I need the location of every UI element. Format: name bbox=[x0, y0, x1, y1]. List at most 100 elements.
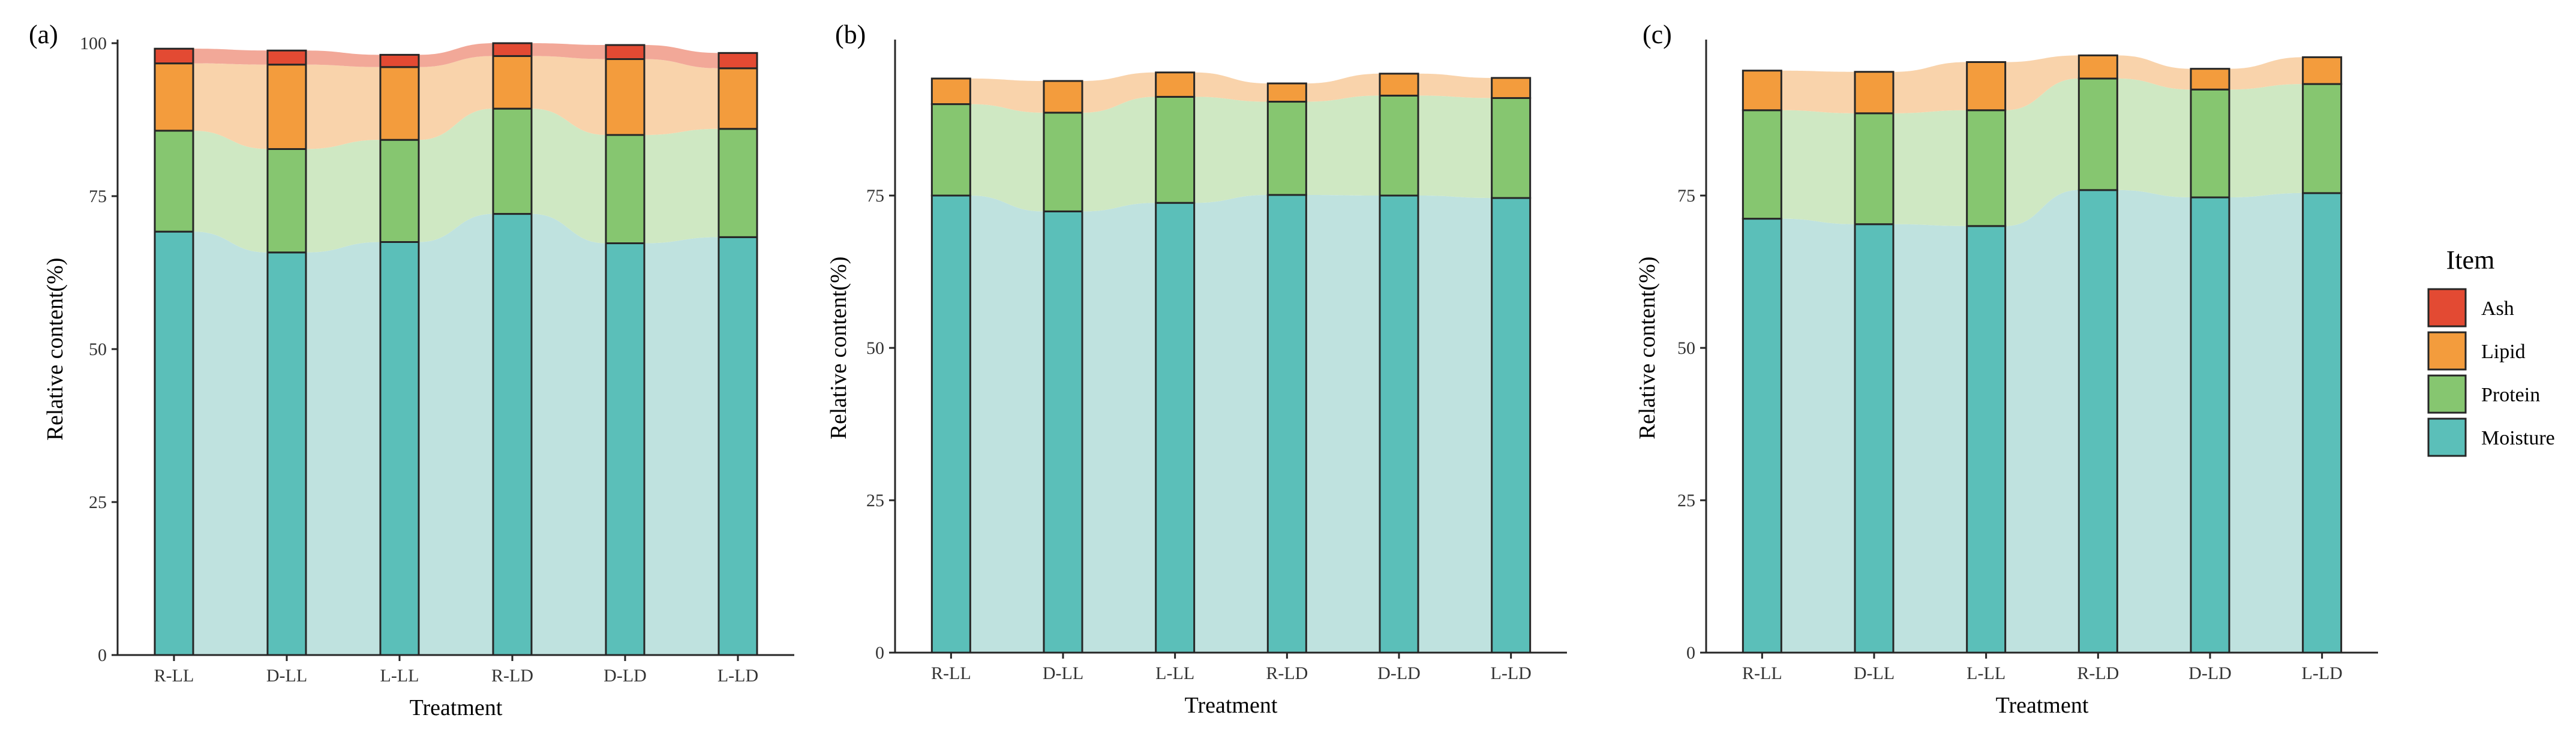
bar-segment-moisture bbox=[379, 241, 420, 656]
bar-segment-lipid bbox=[1966, 61, 2007, 112]
bar-segment-protein bbox=[1854, 112, 1895, 226]
bar-segment-ash bbox=[492, 42, 533, 57]
bar-segment-moisture bbox=[266, 251, 307, 656]
y-tick-label: 75 bbox=[1677, 186, 1695, 206]
legend-label-lipid: Lipid bbox=[2481, 341, 2526, 363]
panel-label: (a) bbox=[29, 20, 58, 49]
bar-segment-lipid bbox=[154, 62, 194, 132]
bar-segment-ash bbox=[266, 49, 307, 66]
x-axis-title: Treatment bbox=[410, 695, 503, 720]
bar-segment-protein bbox=[2077, 77, 2118, 191]
bar-segment-moisture bbox=[2077, 189, 2118, 654]
y-tick-label: 0 bbox=[98, 645, 107, 665]
x-tick-label: L-LL bbox=[1155, 663, 1194, 683]
bar-segment-moisture bbox=[1966, 225, 2007, 654]
x-tick-label: D-LL bbox=[266, 666, 307, 686]
bar-segment-moisture bbox=[1379, 194, 1419, 654]
bar-segment-moisture bbox=[2302, 192, 2343, 654]
bar-segment-moisture bbox=[492, 213, 533, 656]
legend: Item Ash Lipid Protein Moisture bbox=[2427, 245, 2555, 457]
y-tick-label: 0 bbox=[1686, 643, 1695, 663]
y-tick-label: 50 bbox=[1677, 338, 1695, 358]
bar-segment-protein bbox=[1491, 97, 1532, 199]
legend-swatch-moisture bbox=[2427, 417, 2467, 457]
bar-segment-lipid bbox=[1155, 71, 1196, 98]
x-tick-label: D-LD bbox=[604, 666, 647, 686]
flow-band-moisture bbox=[155, 214, 757, 656]
bar-segment-ash bbox=[717, 52, 758, 70]
y-tick-label: 25 bbox=[866, 491, 884, 510]
legend-swatch-lipid bbox=[2427, 331, 2467, 371]
flow-band-protein bbox=[932, 95, 1530, 212]
x-tick-label: R-LD bbox=[491, 666, 533, 686]
y-tick-label: 0 bbox=[875, 643, 884, 663]
legend-swatch-protein bbox=[2427, 374, 2467, 414]
bar-segment-moisture bbox=[2190, 196, 2230, 654]
bar-segment-lipid bbox=[266, 64, 307, 150]
bar-segment-lipid bbox=[2077, 54, 2118, 80]
bar-segment-protein bbox=[492, 107, 533, 215]
flow-band-moisture bbox=[1743, 190, 2341, 653]
bar-segment-lipid bbox=[1854, 71, 1895, 115]
panel-label: (c) bbox=[1643, 20, 1672, 49]
y-axis-title: Relative content(%) bbox=[826, 257, 851, 440]
bar-segment-protein bbox=[266, 148, 307, 254]
bar-segment-lipid bbox=[1266, 82, 1307, 103]
x-tick-label: R-LL bbox=[154, 666, 194, 686]
bar-segment-ash bbox=[379, 53, 420, 68]
x-tick-label: D-LL bbox=[1854, 663, 1895, 683]
bar-segment-protein bbox=[1379, 94, 1419, 197]
bar-segment-lipid bbox=[1043, 80, 1083, 114]
bar-segment-moisture bbox=[1854, 223, 1895, 654]
y-tick-label: 75 bbox=[89, 187, 107, 206]
y-axis-title: Relative content(%) bbox=[1635, 257, 1660, 440]
bar-segment-protein bbox=[2190, 88, 2230, 199]
legend-label-ash: Ash bbox=[2481, 298, 2514, 320]
bar-segment-lipid bbox=[605, 58, 645, 136]
chart-panel-3: 0 25 50 75 R-LL D-LL L-LL R-LD D-LD L-LD Treatment… bbox=[1635, 20, 2378, 718]
x-tick-label: R-LD bbox=[2077, 663, 2119, 683]
x-tick-label: R-LD bbox=[1266, 663, 1308, 683]
legend-label-protein: Protein bbox=[2481, 384, 2540, 406]
y-axis-title: Relative content(%) bbox=[43, 258, 68, 441]
chart-panel-2: 0 25 50 75 R-LL D-LL L-LL R-LD D-LD L-LD Treatment… bbox=[826, 20, 1567, 718]
bar-segment-protein bbox=[1266, 101, 1307, 196]
bar-segment-moisture bbox=[154, 230, 194, 656]
bar-segment-protein bbox=[154, 130, 194, 233]
bar-segment-lipid bbox=[1491, 77, 1532, 99]
legend-swatch-ash bbox=[2427, 288, 2467, 328]
y-tick-label: 75 bbox=[866, 186, 884, 206]
bar-segment-moisture bbox=[1742, 218, 1782, 654]
bar-segment-protein bbox=[930, 103, 971, 197]
bar-segment-lipid bbox=[2190, 68, 2230, 91]
x-tick-label: D-LD bbox=[1377, 663, 1421, 683]
x-tick-label: L-LD bbox=[1491, 663, 1532, 683]
bar-segment-protein bbox=[2302, 83, 2343, 194]
x-tick-label: R-LL bbox=[1742, 663, 1782, 683]
flow-band-moisture bbox=[932, 194, 1530, 653]
x-tick-label: L-LD bbox=[2302, 663, 2343, 683]
bar-segment-lipid bbox=[930, 77, 971, 106]
bar-segment-lipid bbox=[1742, 70, 1782, 112]
bar-segment-protein bbox=[1742, 109, 1782, 220]
bar-segment-protein bbox=[1155, 95, 1196, 204]
bar-segment-protein bbox=[1966, 109, 2007, 227]
x-tick-label: L-LL bbox=[1966, 663, 2005, 683]
chart-panel-1: 0 25 50 75 100 R-LL D-LL L-LL R-LD D-LD L-LD Treatm… bbox=[29, 20, 794, 720]
y-tick-label: 100 bbox=[80, 34, 107, 53]
bar-segment-protein bbox=[717, 128, 758, 238]
bar-segment-ash bbox=[605, 44, 645, 61]
x-tick-label: L-LD bbox=[717, 666, 758, 686]
x-tick-label: L-LL bbox=[380, 666, 419, 686]
bar-segment-lipid bbox=[379, 66, 420, 141]
bar-segment-moisture bbox=[605, 242, 645, 656]
bar-segment-lipid bbox=[717, 67, 758, 130]
bar-segment-moisture bbox=[930, 194, 971, 654]
x-axis-title: Treatment bbox=[1185, 693, 1278, 718]
y-tick-label: 50 bbox=[89, 340, 107, 359]
x-axis-title: Treatment bbox=[1996, 693, 2089, 718]
bar-segment-protein bbox=[379, 139, 420, 243]
bar-segment-protein bbox=[605, 134, 645, 245]
legend-title: Item bbox=[2446, 245, 2495, 275]
